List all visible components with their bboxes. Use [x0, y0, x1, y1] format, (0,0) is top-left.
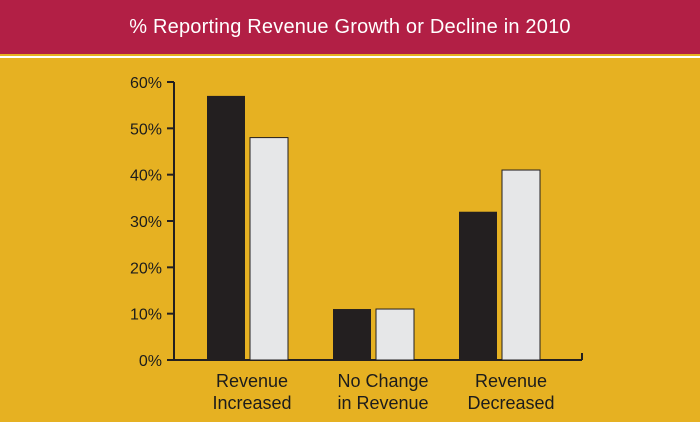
y-tick-label: 20% — [130, 260, 162, 277]
header-divider — [0, 56, 700, 58]
x-category-label: Revenue — [216, 371, 288, 391]
y-tick-label: 30% — [130, 214, 162, 231]
x-category-label: Decreased — [467, 393, 554, 413]
chart-title: % Reporting Revenue Growth or Decline in… — [129, 15, 571, 38]
bar-series-1-cat-3 — [459, 211, 497, 360]
bar-series-2-cat-1 — [249, 137, 289, 361]
bar-series-2-cat-3 — [501, 169, 541, 361]
x-category-label: Increased — [212, 393, 291, 413]
bar-series-2-cat-2 — [375, 308, 415, 361]
y-tick-label: 40% — [130, 168, 162, 185]
bar-series-1-cat-1 — [207, 95, 245, 361]
x-category-label: No Change — [337, 371, 428, 391]
x-category-label: in Revenue — [337, 393, 428, 413]
x-category-label: Revenue — [475, 371, 547, 391]
bar-series-1-cat-2 — [333, 309, 371, 360]
chart-area: 0% 10% 20% 30% 40% 50% 60% Revenue Increased No C… — [0, 58, 700, 422]
y-tick-label: 0% — [139, 353, 162, 370]
y-tick-label: 60% — [130, 75, 162, 92]
y-tick-label: 10% — [130, 307, 162, 324]
chart-title-bar: % Reporting Revenue Growth or Decline in… — [0, 0, 700, 54]
y-tick-label: 50% — [130, 121, 162, 138]
